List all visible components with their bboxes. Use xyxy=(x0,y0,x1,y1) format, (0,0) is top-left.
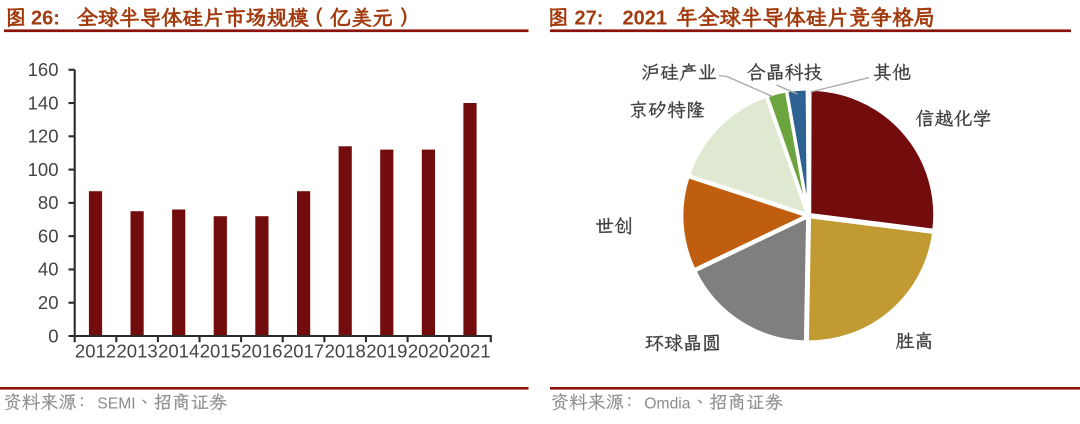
svg-text:0: 0 xyxy=(48,325,58,346)
svg-text:2021: 2021 xyxy=(623,7,668,29)
svg-text:2020: 2020 xyxy=(408,341,449,362)
svg-text:Omdia: Omdia xyxy=(644,395,690,412)
svg-text:2015: 2015 xyxy=(200,341,241,362)
svg-text:26:: 26: xyxy=(31,7,60,29)
svg-text:27:: 27: xyxy=(575,7,604,29)
svg-text:60: 60 xyxy=(38,226,59,247)
svg-text:40: 40 xyxy=(38,259,59,280)
svg-text:20: 20 xyxy=(38,292,59,313)
svg-text:2014: 2014 xyxy=(158,341,199,362)
svg-text:120: 120 xyxy=(28,126,59,147)
svg-text:2016: 2016 xyxy=(241,341,282,362)
svg-text:2017: 2017 xyxy=(283,341,324,362)
svg-text:140: 140 xyxy=(28,92,59,113)
svg-text:2021: 2021 xyxy=(449,341,490,362)
svg-text:2013: 2013 xyxy=(117,341,158,362)
svg-text:2012: 2012 xyxy=(75,341,116,362)
svg-text:2019: 2019 xyxy=(366,341,407,362)
svg-text:80: 80 xyxy=(38,192,59,213)
svg-text:100: 100 xyxy=(28,159,59,180)
svg-text:160: 160 xyxy=(28,59,59,80)
svg-text:SEMI: SEMI xyxy=(97,395,135,412)
svg-text:2018: 2018 xyxy=(325,341,366,362)
